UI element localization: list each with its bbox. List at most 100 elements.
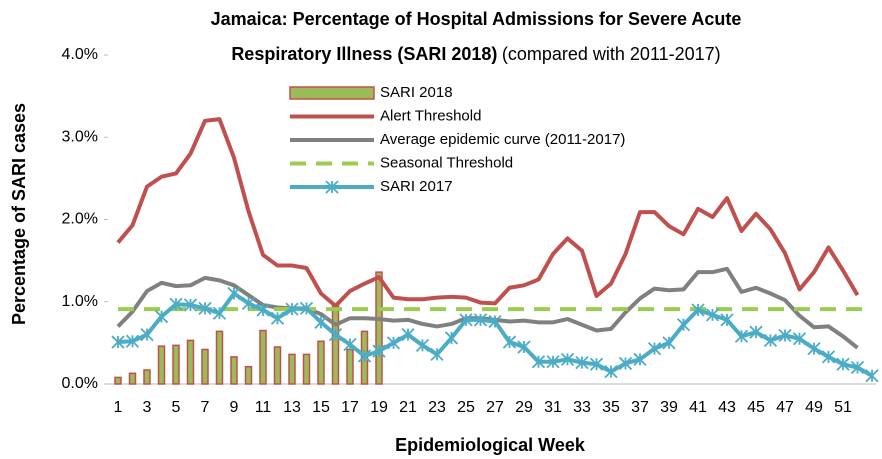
marker bbox=[140, 328, 154, 342]
marker bbox=[314, 315, 328, 329]
bar bbox=[259, 329, 267, 385]
marker bbox=[343, 337, 357, 352]
marker bbox=[865, 369, 879, 383]
marker bbox=[357, 349, 372, 363]
y-tick-label: 3.0% bbox=[62, 128, 98, 145]
y-axis-title: Percentage of SARI cases bbox=[9, 103, 29, 325]
x-tick-label: 27 bbox=[486, 399, 504, 416]
x-tick-label: 25 bbox=[457, 399, 475, 416]
chart-title-line: Respiratory Illness (SARI 2018) (compare… bbox=[231, 44, 720, 64]
marker bbox=[111, 335, 125, 349]
marker bbox=[198, 301, 212, 315]
marker bbox=[807, 341, 821, 356]
marker bbox=[386, 336, 401, 350]
x-tick-label: 31 bbox=[544, 399, 562, 416]
marker bbox=[473, 313, 488, 327]
marker bbox=[589, 357, 604, 371]
bar bbox=[244, 365, 253, 385]
bar bbox=[128, 372, 137, 385]
marker bbox=[836, 357, 850, 371]
x-tick-label: 45 bbox=[747, 399, 765, 416]
marker bbox=[169, 297, 183, 311]
legend-swatch bbox=[289, 86, 375, 100]
bar bbox=[215, 330, 224, 385]
x-tick-label: 5 bbox=[172, 399, 181, 416]
legend-marker bbox=[325, 180, 339, 194]
x-tick-label: 17 bbox=[341, 399, 359, 416]
bar bbox=[346, 348, 354, 385]
marker bbox=[444, 331, 459, 345]
marker bbox=[256, 303, 270, 317]
marker bbox=[691, 303, 705, 317]
y-tick-label: 2.0% bbox=[62, 211, 98, 228]
marker bbox=[575, 355, 589, 370]
marker bbox=[517, 340, 531, 354]
marker bbox=[676, 318, 691, 332]
marker bbox=[241, 296, 256, 311]
marker bbox=[821, 350, 836, 364]
bar bbox=[230, 356, 238, 385]
y-tick-label: 0.0% bbox=[62, 375, 98, 392]
x-tick-label: 51 bbox=[834, 399, 852, 416]
x-tick-label: 15 bbox=[312, 399, 330, 416]
bar bbox=[317, 340, 325, 385]
x-tick-label: 29 bbox=[515, 399, 533, 416]
bar bbox=[201, 348, 209, 385]
marker bbox=[560, 352, 575, 366]
x-tick-label: 19 bbox=[370, 399, 388, 416]
marker bbox=[459, 313, 473, 327]
marker bbox=[778, 328, 792, 343]
marker bbox=[227, 286, 241, 301]
bar bbox=[302, 353, 311, 385]
x-tick-label: 7 bbox=[201, 399, 210, 416]
marker bbox=[546, 355, 560, 369]
bar bbox=[114, 376, 122, 385]
marker bbox=[372, 344, 386, 358]
bar bbox=[288, 353, 296, 385]
x-tick-label: 1 bbox=[114, 399, 123, 416]
marker bbox=[488, 314, 502, 329]
marker bbox=[647, 341, 662, 356]
bar bbox=[186, 339, 195, 385]
x-tick-label: 11 bbox=[255, 399, 272, 416]
x-tick-label: 39 bbox=[660, 399, 678, 416]
marker bbox=[285, 302, 299, 316]
line-series bbox=[116, 117, 860, 308]
marker bbox=[749, 325, 763, 339]
chart-subtitle: (compared with 2011-2017) bbox=[502, 44, 721, 64]
marker bbox=[633, 352, 647, 366]
x-tick-label: 3 bbox=[143, 399, 152, 416]
legend-label: Seasonal Threshold bbox=[380, 154, 513, 171]
legend-label: Average epidemic curve (2011-2017) bbox=[380, 131, 625, 148]
bar bbox=[172, 344, 180, 385]
marker bbox=[299, 301, 314, 315]
marker bbox=[734, 329, 749, 343]
x-tick-label: 21 bbox=[399, 399, 417, 416]
legend-label: SARI 2018 bbox=[380, 84, 453, 101]
x-tick-label: 9 bbox=[230, 399, 239, 416]
legend-label: Alert Threshold bbox=[380, 107, 481, 124]
marker bbox=[604, 365, 618, 379]
x-tick-label: 23 bbox=[428, 399, 446, 416]
chart-title: Respiratory Illness (SARI 2018) bbox=[231, 44, 497, 64]
x-tick-label: 37 bbox=[631, 399, 649, 416]
marker bbox=[270, 311, 285, 325]
marker bbox=[618, 356, 633, 371]
marker bbox=[125, 334, 140, 348]
x-tick-label: 49 bbox=[805, 399, 823, 416]
marker bbox=[850, 360, 865, 375]
marker bbox=[792, 332, 807, 346]
marker bbox=[212, 306, 227, 320]
x-axis-title: Epidemiological Week bbox=[395, 435, 586, 455]
marker bbox=[502, 335, 517, 349]
marker bbox=[430, 347, 444, 362]
x-tick-label: 41 bbox=[689, 399, 707, 416]
bar bbox=[157, 345, 166, 385]
bar bbox=[143, 369, 151, 385]
legend-label: SARI 2017 bbox=[380, 178, 453, 195]
marker bbox=[401, 328, 415, 342]
y-tick-label: 4.0% bbox=[62, 46, 98, 63]
bar bbox=[331, 305, 340, 385]
marker bbox=[154, 309, 169, 324]
